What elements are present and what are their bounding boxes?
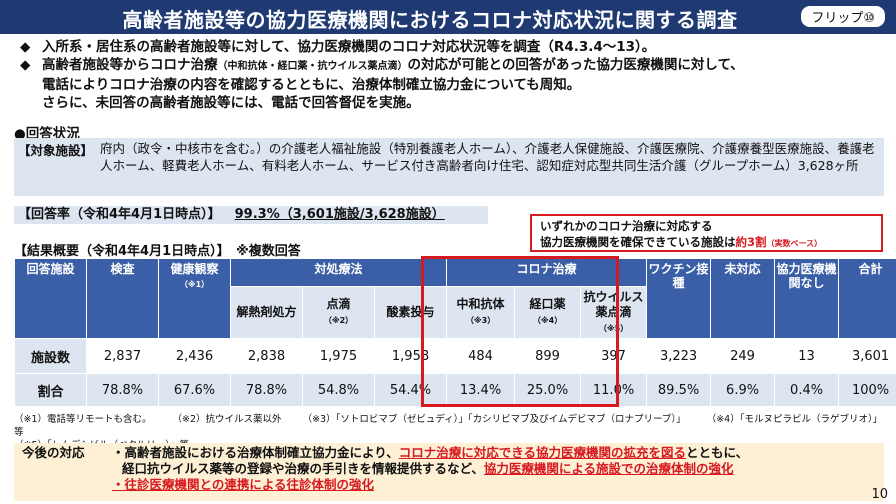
diamond-icon: ◆: [20, 57, 31, 73]
table-cell: 397: [580, 338, 648, 374]
row-label: 施設数: [14, 338, 87, 374]
future-lines: ・高齢者施設における治療体制確立協力金により、コロナ治療に対応できる協力医療機関…: [112, 445, 882, 493]
row-label: 割合: [14, 373, 87, 407]
target-text: 府内（政令・中核市を含む。）の介護老人福祉施設（特別養護老人ホーム）、介護老人保…: [100, 141, 875, 173]
table-cell: 484: [446, 338, 516, 374]
table-cell: 1,958: [373, 338, 448, 374]
table-cell: 2,837: [86, 338, 159, 374]
header-no-partner: 協力医療機関なし: [774, 258, 840, 339]
footnote-3: （※3）「ソトロビマブ（ゼビュディ）」「カシリビマブ及びイムデビマブ（ロナプリー…: [302, 414, 686, 425]
header-antibody: 中和抗体 （※3）: [446, 286, 516, 339]
flip-badge: フリップ⑩: [800, 5, 886, 28]
bullet-followup-line4: さらに、未回答の高齢者施設等には、電話で回答督促を実施。: [42, 95, 420, 111]
table-cell: 54.4%: [373, 373, 448, 407]
table-cell: 3,223: [646, 338, 712, 374]
title-bar: [0, 0, 896, 34]
header-oxygen: 酸素投与: [373, 286, 448, 339]
header-oral: 経口薬 （※4）: [514, 286, 582, 339]
table-cell: 11.0%: [580, 373, 648, 407]
table-cell: 78.8%: [86, 373, 159, 407]
header-antipyretic: 解熱剤処方: [230, 286, 303, 339]
footnote-2: （※2）抗ウイルス薬以外: [172, 414, 282, 425]
header-corona: コロナ治療: [446, 258, 648, 287]
bullet-followup-line3: 電話によりコロナ治療の内容を確認するとともに、治療体制確立協力金についても周知。: [42, 77, 581, 93]
table-cell: 89.5%: [646, 373, 712, 407]
table-cell: 0.4%: [774, 373, 840, 407]
footnote-4: （※4）「モルヌピラビル（ラゲブリオ）」等: [14, 414, 883, 438]
header-drip: 点滴 （※2）: [302, 286, 375, 339]
table-cell: 25.0%: [514, 373, 582, 407]
table-cell: 78.8%: [230, 373, 303, 407]
future-line1: ・高齢者施設における治療体制確立協力金により、コロナ治療に対応できる協力医療機関…: [112, 445, 749, 460]
target-label: 【対象施設】: [18, 143, 94, 158]
table-cell: 3,601: [838, 338, 896, 374]
results-table: 回答施設 検査 健康観察 （※1） 対処療法 コロナ治療 ワクチン接種 未対応 協…: [14, 258, 896, 407]
bullet-followup-text: 高齢者施設等からコロナ治療（中和抗体・経口薬・抗ウイルス薬点滴）の対応が可能との…: [42, 57, 744, 73]
table-row: 割合 78.8% 67.6% 78.8% 54.8% 54.4% 13.4% 2…: [14, 373, 896, 407]
future-actions-box: 今後の対応 ・高齢者施設における治療体制確立協力金により、コロナ治療に対応できる…: [14, 443, 884, 501]
header-total: 合計: [838, 258, 896, 339]
header-health: 健康観察 （※1）: [158, 258, 231, 339]
target-facilities-box: 【対象施設】 府内（政令・中核市を含む。）の介護老人福祉施設（特別養護老人ホーム…: [14, 138, 884, 196]
table-cell: 899: [514, 338, 582, 374]
page-number: 10: [871, 487, 888, 502]
summary-heading: 【結果概要（令和4年4月1日時点）】 ※複数回答: [14, 244, 301, 259]
future-line3: ・往診医療機関との連携による往診体制の強化: [112, 477, 375, 492]
header-vaccine: ワクチン接種: [646, 258, 712, 339]
table-cell: 249: [710, 338, 776, 374]
footnote-1: （※1）電話等リモートも含む。: [14, 414, 152, 425]
table-cell: 13.4%: [446, 373, 516, 407]
rate-value: 99.3%（3,601施設/3,628施設）: [234, 207, 445, 222]
table-cell: 54.8%: [302, 373, 375, 407]
rate-label: 【回答率（令和4年4月1日時点）】: [18, 207, 221, 222]
bullet-survey-text: 入所系・居住系の高齢者施設等に対して、協力医療機関のコロナ対応状況等を調査（R4…: [42, 39, 656, 55]
table-cell: 1,975: [302, 338, 375, 374]
callout-line2: 協力医療機関を確保できている施設は約3割（実数ベース）: [540, 235, 823, 249]
header-symptomatic: 対処療法: [229, 258, 448, 287]
table-cell: 2,436: [158, 338, 231, 374]
table-cell: 2,838: [230, 338, 303, 374]
callout-line1: いずれかのコロナ治療に対応する: [540, 219, 713, 233]
intro-bullets: ◆ 入所系・居住系の高齢者施設等に対して、協力医療機関のコロナ対応状況等を調査（…: [20, 38, 880, 112]
bullet-survey: ◆ 入所系・居住系の高齢者施設等に対して、協力医療機関のコロナ対応状況等を調査（…: [20, 38, 880, 56]
future-line2: 経口抗ウイルス薬等の登録や治療の手引きを情報提供するなど、協力医療機関による施設…: [122, 461, 734, 476]
header-inspection: 検査: [86, 258, 159, 339]
diamond-icon: ◆: [20, 39, 31, 55]
callout-box: いずれかのコロナ治療に対応する 協力医療機関を確保できている施設は約3割（実数ベ…: [530, 214, 883, 252]
page-title: 高齢者施設等の協力医療機関におけるコロナ対応状況に関する調査: [122, 8, 738, 32]
header-none: 未対応: [710, 258, 776, 339]
table-cell: 67.6%: [158, 373, 231, 407]
response-rate-box: 【回答率（令和4年4月1日時点）】 99.3%（3,601施設/3,628施設）: [14, 206, 488, 224]
table-cell: 13: [774, 338, 840, 374]
table-cell: 100%: [838, 373, 896, 407]
bullet-followup: ◆ 高齢者施設等からコロナ治療（中和抗体・経口薬・抗ウイルス薬点滴）の対応が可能…: [20, 56, 880, 76]
future-label: 今後の対応: [22, 445, 85, 460]
table-row: 施設数 2,837 2,436 2,838 1,975 1,958 484 89…: [14, 338, 896, 374]
table-cell: 6.9%: [710, 373, 776, 407]
header-antiviral: 抗ウイルス薬点滴 （※5）: [580, 286, 648, 339]
header-respondents: 回答施設: [14, 258, 87, 339]
